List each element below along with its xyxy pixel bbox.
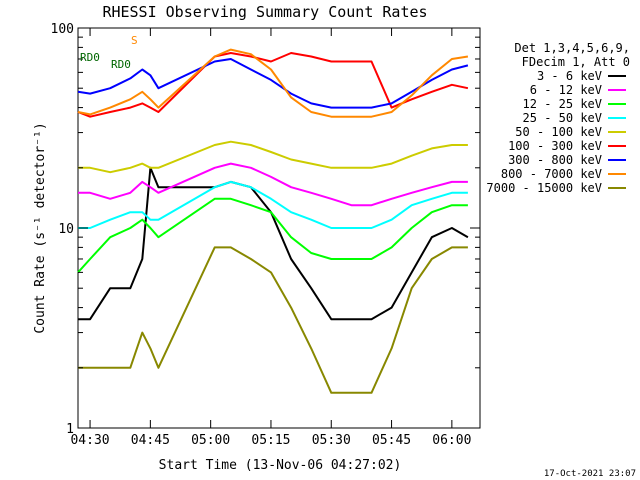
y-tick-label: 1 xyxy=(66,422,74,437)
legend-header-line: FDecim 1, Att 0 xyxy=(522,55,630,69)
footer-timestamp: 17-Oct-2021 23:07 xyxy=(544,469,636,479)
series-line-5 xyxy=(78,140,468,174)
legend-entry-label: 6 - 12 keV xyxy=(530,83,602,97)
axis-ticks: 04:30 04:45 05:00 05:15 05:30 05:45 06:00 1 10 10… xyxy=(51,22,480,448)
series-line-3 xyxy=(77,197,468,274)
legend: Det 1,3,4,5,6,9,FDecim 1, Att 03 - 6 keV… xyxy=(486,41,630,195)
x-tick-label: 05:15 xyxy=(251,433,290,448)
annotation-label: RD0 xyxy=(111,58,131,71)
x-axis-label: Start Time (13-Nov-06 04:27:02) xyxy=(159,458,402,473)
y-tick-label: 10 xyxy=(58,222,74,237)
series-line-8 xyxy=(77,48,469,118)
x-tick-label: 05:00 xyxy=(191,433,230,448)
y-axis-label: Count Rate (s⁻¹ detector⁻¹) xyxy=(33,122,48,333)
x-tick-label: 04:30 xyxy=(70,433,109,448)
legend-entry-label: 300 - 800 keV xyxy=(508,153,602,167)
series-line-7 xyxy=(77,58,469,109)
legend-entry-label: 7000 - 15000 keV xyxy=(486,181,602,195)
legend-entry-label: 25 - 50 keV xyxy=(523,111,602,125)
legend-header-line: Det 1,3,4,5,6,9, xyxy=(514,41,630,55)
legend-entry-label: 3 - 6 keV xyxy=(537,69,602,83)
series-line-4 xyxy=(78,180,468,229)
chart-title: RHESSI Observing Summary Count Rates xyxy=(102,3,427,21)
legend-entry-label: 800 - 7000 keV xyxy=(501,167,602,181)
legend-entry-label: 50 - 100 keV xyxy=(515,125,602,139)
series-line-2 xyxy=(78,162,468,207)
legend-entry-label: 12 - 25 keV xyxy=(523,97,602,111)
x-tick-label: 06:00 xyxy=(432,433,471,448)
x-tick-label: 05:45 xyxy=(372,433,411,448)
legend-entry-label: 100 - 300 keV xyxy=(508,139,602,153)
annotation-label: S xyxy=(131,34,138,47)
series-line-9 xyxy=(78,246,468,394)
y-tick-label: 100 xyxy=(51,22,74,37)
annotation-label: RD0 xyxy=(80,51,100,64)
x-tick-label: 04:45 xyxy=(131,433,170,448)
plot-area xyxy=(77,27,481,429)
x-tick-label: 05:30 xyxy=(312,433,351,448)
